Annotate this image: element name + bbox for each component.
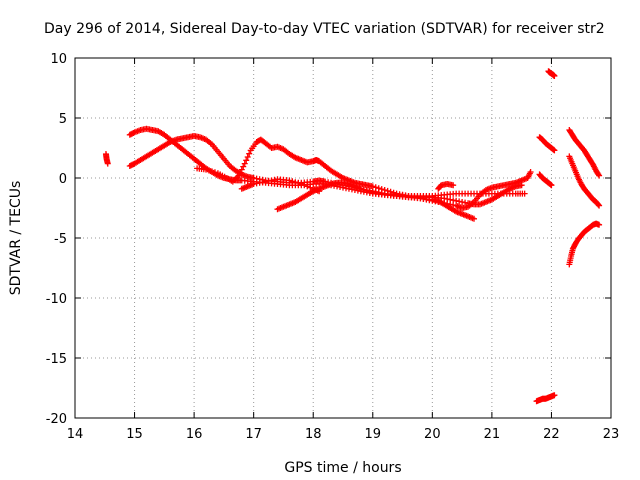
series-arc-j	[545, 68, 558, 79]
series-arc-k	[533, 392, 558, 405]
series-arc-f	[238, 176, 323, 195]
x-tick-label: 14	[67, 427, 84, 442]
data-point	[551, 147, 558, 154]
series-arc-n	[566, 220, 603, 268]
data-point	[298, 181, 305, 187]
x-tick-label: 22	[543, 427, 560, 442]
x-tick-label: 21	[484, 427, 501, 442]
x-tick-label: 18	[305, 427, 322, 442]
data-point	[307, 184, 314, 191]
y-tick-label: 0	[59, 172, 67, 187]
data-point	[208, 168, 215, 175]
data-point	[289, 178, 296, 185]
data-point	[241, 160, 248, 167]
data-point	[286, 177, 293, 184]
data-point	[301, 182, 308, 189]
data-point	[246, 150, 253, 157]
data-point	[366, 188, 373, 195]
chart-title: Day 296 of 2014, Sidereal Day-to-day VTE…	[44, 21, 605, 37]
data-point	[521, 190, 528, 197]
data-point	[244, 154, 251, 160]
data-point	[596, 202, 603, 209]
data-point	[243, 157, 250, 164]
y-tick-label: -15	[46, 352, 67, 367]
data-point	[292, 179, 299, 186]
data-point	[548, 182, 555, 189]
data-point	[369, 183, 376, 190]
data-point	[375, 185, 382, 192]
data-point	[551, 73, 558, 79]
y-tick-label: 5	[59, 112, 67, 127]
data-point	[551, 392, 558, 399]
data-point	[357, 185, 364, 192]
data-point	[595, 171, 602, 178]
data-point	[527, 169, 534, 175]
y-axis-label: SDTVAR / TECUs	[8, 181, 24, 296]
data-point	[360, 186, 367, 193]
x-tick-label: 20	[424, 427, 441, 442]
data-point	[378, 186, 385, 193]
data-point	[211, 169, 218, 176]
data-point	[471, 215, 478, 222]
series-arc-l	[566, 127, 603, 179]
x-tick-label: 17	[245, 427, 262, 442]
data-point	[203, 166, 210, 173]
data-point	[104, 160, 111, 167]
data-point	[596, 172, 603, 179]
data-point	[304, 183, 311, 190]
series-arc-i	[536, 171, 555, 189]
plot-frame	[74, 57, 612, 419]
data-point	[596, 221, 603, 228]
data-point	[518, 182, 525, 189]
data-point	[206, 167, 212, 174]
data-point	[372, 184, 379, 191]
x-tick-label: 23	[603, 427, 620, 442]
x-tick-label: 19	[365, 427, 382, 442]
y-ticks: -20 -15 -10 -5 0 5 10	[46, 52, 611, 427]
x-ticks: 14 15 16 17 18 19 20 21 22 23	[67, 58, 620, 442]
series-arc-a	[102, 151, 111, 167]
x-axis-label: GPS time / hours	[284, 460, 401, 476]
series-arc-g	[435, 181, 457, 192]
y-tick-label: -5	[54, 232, 67, 247]
data-point	[595, 201, 602, 208]
grid-lines	[75, 58, 611, 418]
y-tick-label: -10	[46, 292, 67, 307]
data-point	[316, 188, 323, 195]
data-point	[450, 182, 457, 189]
data-point	[295, 180, 302, 187]
series-arc-h	[536, 134, 558, 154]
x-tick-label: 16	[186, 427, 203, 442]
x-tick-label: 15	[126, 427, 143, 442]
y-tick-label: 10	[50, 52, 67, 67]
y-tick-label: -20	[46, 412, 67, 427]
data-point	[363, 187, 370, 194]
series-arc-m	[566, 153, 603, 209]
data-points	[102, 68, 603, 405]
